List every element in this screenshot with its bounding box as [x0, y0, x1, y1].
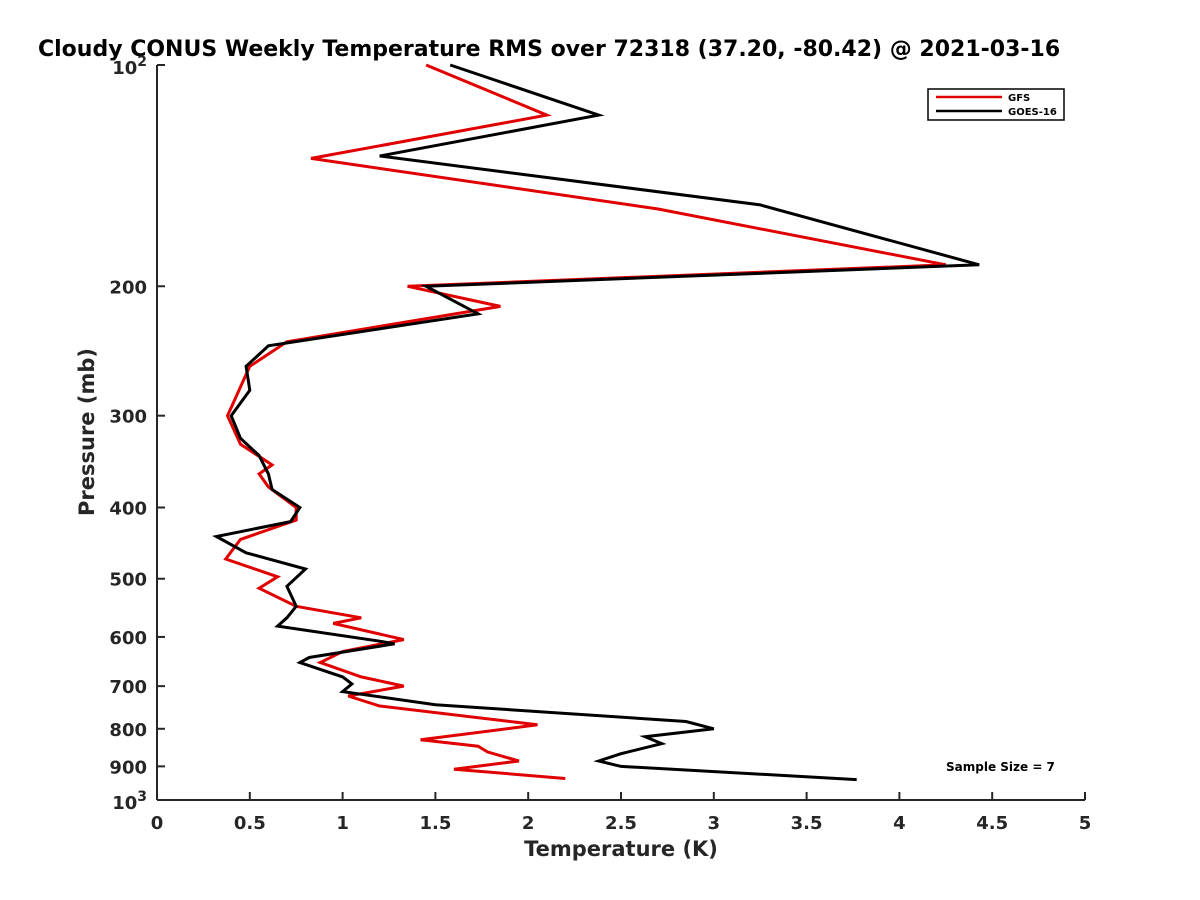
- x-tick-label: 4.5: [976, 813, 1008, 834]
- chart-title: Cloudy CONUS Weekly Temperature RMS over…: [38, 37, 1060, 62]
- x-tick-label: 2.5: [605, 813, 637, 834]
- x-tick-label: 2: [522, 813, 535, 834]
- series-layer: [212, 63, 980, 782]
- y-tick-label-exponent: 3: [137, 789, 147, 805]
- y-tick-label-base: 10: [112, 58, 137, 79]
- plot-area: [156, 65, 1085, 801]
- x-tick-label: 5: [1079, 813, 1092, 834]
- series-line-goes16: [212, 63, 980, 782]
- x-tick-label: 1: [336, 813, 349, 834]
- legend-box: [927, 88, 1065, 121]
- y-tick-label: 600: [109, 628, 147, 649]
- y-tick-label: 200: [109, 277, 147, 298]
- series-line-gfs: [223, 63, 947, 780]
- y-tick-label: 102: [112, 54, 147, 79]
- sample-size-annotation: Sample Size = 7: [946, 760, 1055, 774]
- y-tick-label: 500: [109, 570, 147, 591]
- y-tick-label: 400: [109, 499, 147, 520]
- y-tick-label: 300: [109, 407, 147, 428]
- y-tick-label: 800: [109, 720, 147, 741]
- x-tick-label: 3: [708, 813, 721, 834]
- y-tick-label-exponent: 2: [137, 54, 147, 70]
- x-tick-label: 0: [151, 813, 164, 834]
- x-tick-label: 1.5: [419, 813, 451, 834]
- legend: GFS GOES-16: [927, 88, 1065, 121]
- y-tick-label: 103: [112, 789, 147, 814]
- x-tick-label: 0.5: [234, 813, 266, 834]
- y-axis-label: Pressure (mb): [75, 348, 99, 516]
- y-tick-label: 900: [109, 757, 147, 778]
- y-tick-label: 700: [109, 677, 147, 698]
- x-tick-label: 4: [893, 813, 906, 834]
- y-tick-label-base: 10: [112, 793, 137, 814]
- x-tick-label: 3.5: [791, 813, 823, 834]
- legend-label-goes16: GOES-16: [1008, 107, 1057, 118]
- x-ticks: 0 0.5 1 1.5 2 2.5 3 3.5 4 4.5 5: [151, 792, 1092, 834]
- x-axis-label: Temperature (K): [524, 837, 718, 861]
- legend-label-gfs: GFS: [1008, 93, 1030, 104]
